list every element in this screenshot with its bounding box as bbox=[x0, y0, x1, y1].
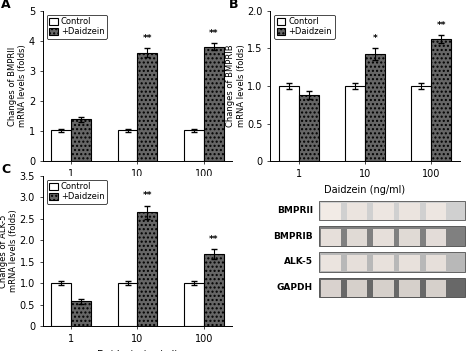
Bar bbox=[426, 280, 446, 297]
Bar bbox=[347, 203, 367, 220]
Bar bbox=[400, 229, 420, 246]
Text: ALK-5: ALK-5 bbox=[284, 257, 313, 266]
Bar bbox=[426, 229, 446, 246]
Bar bbox=[204, 47, 224, 161]
Bar bbox=[137, 212, 157, 326]
Bar bbox=[51, 283, 71, 326]
Bar bbox=[347, 255, 367, 271]
Bar bbox=[320, 229, 341, 246]
X-axis label: Daidzein (ng/ml): Daidzein (ng/ml) bbox=[97, 350, 178, 351]
Text: **: ** bbox=[209, 29, 219, 38]
Bar bbox=[431, 39, 451, 161]
Text: B: B bbox=[228, 0, 238, 12]
Legend: Control, +Daidzein: Control, +Daidzein bbox=[47, 180, 107, 204]
Bar bbox=[373, 229, 393, 246]
Bar bbox=[279, 86, 299, 161]
Text: **: ** bbox=[143, 191, 152, 200]
Text: A: A bbox=[1, 0, 10, 12]
Bar bbox=[373, 255, 393, 271]
Bar bbox=[426, 255, 446, 271]
Bar bbox=[373, 203, 393, 220]
Bar bbox=[347, 280, 367, 297]
Bar bbox=[204, 254, 224, 326]
X-axis label: Daidzein (ng/ml): Daidzein (ng/ml) bbox=[97, 185, 178, 195]
Text: BMPRIB: BMPRIB bbox=[273, 232, 313, 240]
Text: GAPDH: GAPDH bbox=[277, 283, 313, 292]
Y-axis label: Changes of BMPRII
mRNA levels (folds): Changes of BMPRII mRNA levels (folds) bbox=[8, 45, 27, 127]
Text: *: * bbox=[373, 34, 377, 43]
Bar bbox=[400, 203, 420, 220]
Bar bbox=[320, 255, 341, 271]
Bar bbox=[319, 278, 465, 297]
Bar bbox=[400, 280, 420, 297]
Legend: Contorl, +Daidzein: Contorl, +Daidzein bbox=[274, 15, 335, 39]
Bar bbox=[118, 283, 137, 326]
Bar bbox=[365, 54, 385, 161]
Bar bbox=[299, 95, 319, 161]
Legend: Control, +Daidzein: Control, +Daidzein bbox=[47, 15, 107, 39]
Bar bbox=[400, 255, 420, 271]
Bar bbox=[319, 252, 465, 272]
Bar bbox=[426, 203, 446, 220]
Text: C: C bbox=[1, 164, 10, 177]
Text: **: ** bbox=[143, 34, 152, 43]
Bar bbox=[118, 130, 137, 161]
Bar bbox=[345, 86, 365, 161]
Bar bbox=[319, 226, 465, 246]
Bar bbox=[71, 119, 91, 161]
Bar bbox=[184, 130, 204, 161]
Text: **: ** bbox=[209, 234, 219, 244]
Bar bbox=[347, 229, 367, 246]
Bar bbox=[319, 201, 465, 220]
Bar bbox=[320, 280, 341, 297]
Text: **: ** bbox=[437, 21, 446, 30]
Bar bbox=[411, 86, 431, 161]
Y-axis label: Changes of BMPRIB
mRNA levels (folds): Changes of BMPRIB mRNA levels (folds) bbox=[227, 45, 246, 127]
Text: BMPRII: BMPRII bbox=[277, 206, 313, 215]
Bar bbox=[71, 302, 91, 326]
Bar bbox=[51, 130, 71, 161]
Bar bbox=[137, 53, 157, 161]
Y-axis label: Changes of ALK-5
mRNA levels (folds): Changes of ALK-5 mRNA levels (folds) bbox=[0, 210, 18, 292]
Bar bbox=[373, 280, 393, 297]
Bar bbox=[184, 283, 204, 326]
Bar bbox=[320, 203, 341, 220]
X-axis label: Daidzein (ng/ml): Daidzein (ng/ml) bbox=[324, 185, 406, 195]
